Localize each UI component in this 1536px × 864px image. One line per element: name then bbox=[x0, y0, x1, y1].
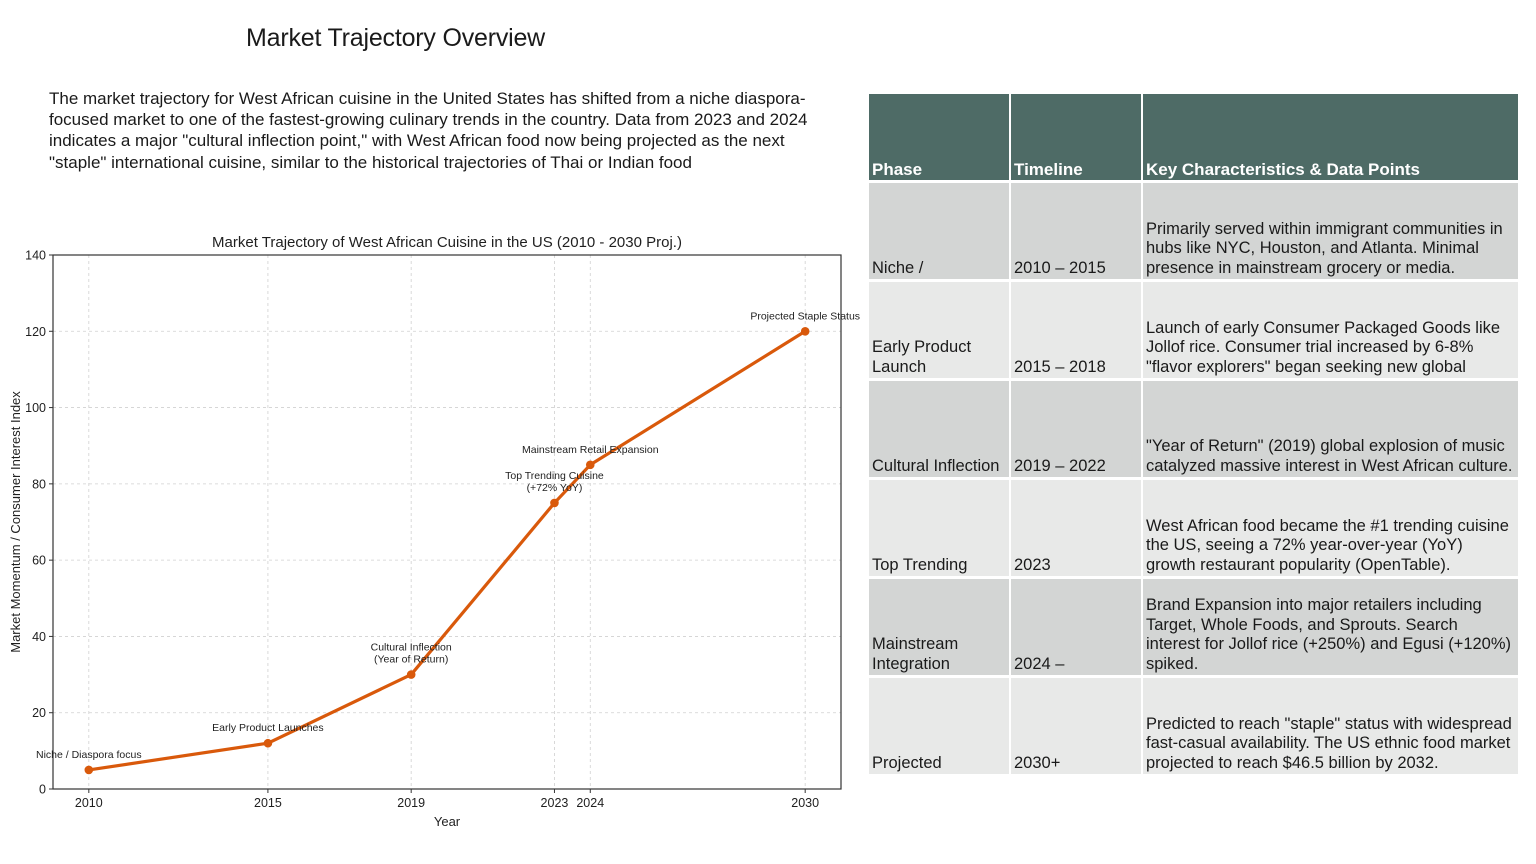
x-axis-label: Year bbox=[434, 814, 461, 829]
annotation-label: (+72% YoY) bbox=[527, 482, 583, 494]
cell-timeline: 2015 – 2018 bbox=[1011, 282, 1143, 381]
cell-phase: Cultural Inflection bbox=[869, 381, 1011, 480]
annotation-label: Early Product Launches bbox=[212, 722, 323, 734]
cell-details: Predicted to reach "staple" status with … bbox=[1143, 678, 1518, 777]
cell-phase: Early Product Launch bbox=[869, 282, 1011, 381]
header-phase: Phase bbox=[869, 94, 1011, 183]
page-title: Market Trajectory Overview bbox=[246, 24, 546, 52]
x-tick-label: 2019 bbox=[397, 796, 425, 810]
annotation-label: Mainstream Retail Expansion bbox=[522, 444, 659, 456]
y-tick-label: 0 bbox=[39, 783, 46, 797]
cell-details: Brand Expansion into major retailers inc… bbox=[1143, 579, 1518, 678]
cell-timeline: 2030+ bbox=[1011, 678, 1143, 777]
plot-frame bbox=[52, 254, 842, 790]
y-tick-label: 120 bbox=[25, 325, 46, 339]
x-tick-label: 2010 bbox=[75, 796, 103, 810]
y-tick-label: 40 bbox=[32, 630, 46, 644]
cell-phase: Projected bbox=[869, 678, 1011, 777]
x-tick-label: 2023 bbox=[541, 796, 569, 810]
table-row: Niche / 2010 – 2015 Primarily served wit… bbox=[869, 183, 1518, 282]
cell-phase: Mainstream Integration bbox=[869, 579, 1011, 678]
y-tick-label: 100 bbox=[25, 401, 46, 415]
header-timeline: Timeline bbox=[1011, 94, 1143, 183]
trajectory-line-chart: Market Trajectory of West African Cuisin… bbox=[8, 234, 860, 829]
chart-grid bbox=[53, 254, 841, 790]
table-row: Projected 2030+ Predicted to reach "stap… bbox=[869, 678, 1518, 777]
x-tick-label: 2015 bbox=[254, 796, 282, 810]
y-axis-ticks: 0 20 40 60 80 100 120 140 bbox=[25, 249, 53, 797]
annotation-label: Top Trending Cuisine bbox=[505, 470, 604, 482]
y-tick-label: 60 bbox=[32, 554, 46, 568]
y-tick-label: 80 bbox=[32, 477, 46, 491]
cell-phase: Niche / bbox=[869, 183, 1011, 282]
data-point bbox=[406, 670, 416, 679]
y-axis-label: Market Momentum / Consumer Interest Inde… bbox=[8, 391, 23, 653]
annotation-label: Niche / Diaspora focus bbox=[36, 749, 142, 761]
x-tick-label: 2024 bbox=[576, 796, 604, 810]
cell-timeline: 2019 – 2022 bbox=[1011, 381, 1143, 480]
cell-timeline: 2024 – bbox=[1011, 579, 1143, 678]
cell-details: West African food became the #1 trending… bbox=[1143, 480, 1518, 579]
data-point bbox=[263, 738, 273, 748]
market-phases-table: Phase Timeline Key Characteristics & Dat… bbox=[869, 94, 1518, 777]
table-row: Cultural Inflection 2019 – 2022 "Year of… bbox=[869, 381, 1518, 480]
x-tick-label: 2030 bbox=[791, 796, 819, 810]
header-key-characteristics: Key Characteristics & Data Points bbox=[1143, 94, 1518, 183]
chart-title: Market Trajectory of West African Cuisin… bbox=[212, 234, 682, 251]
data-point bbox=[585, 460, 595, 470]
x-axis-ticks: 2010 2015 2019 2023 2024 2030 bbox=[75, 789, 819, 810]
data-point bbox=[84, 765, 94, 775]
table-header-row: Phase Timeline Key Characteristics & Dat… bbox=[869, 94, 1518, 183]
chart-series bbox=[84, 326, 810, 775]
table-row: Top Trending 2023 West African food beca… bbox=[869, 480, 1518, 579]
annotation-label: Projected Staple Status bbox=[750, 310, 860, 322]
data-point bbox=[550, 498, 559, 508]
annotation-label: Cultural Inflection bbox=[371, 642, 452, 654]
cell-timeline: 2010 – 2015 bbox=[1011, 183, 1143, 282]
intro-paragraph: The market trajectory for West African c… bbox=[49, 89, 808, 172]
annotation-label: (Year of Return) bbox=[374, 654, 448, 666]
y-tick-label: 20 bbox=[32, 706, 46, 720]
table-row: Early Product Launch 2015 – 2018 Launch … bbox=[869, 282, 1518, 381]
cell-phase: Top Trending bbox=[869, 480, 1011, 579]
cell-details: Launch of early Consumer Packaged Goods … bbox=[1143, 282, 1518, 381]
cell-timeline: 2023 bbox=[1011, 480, 1143, 579]
cell-details: Primarily served within immigrant commun… bbox=[1143, 183, 1518, 282]
data-point bbox=[800, 326, 810, 336]
table-row: Mainstream Integration 2024 – Brand Expa… bbox=[869, 579, 1518, 678]
chart-annotations: Niche / Diaspora focus Early Product Laun… bbox=[36, 310, 860, 761]
series-line bbox=[87, 329, 807, 772]
chart-axes bbox=[52, 254, 842, 790]
cell-details: "Year of Return" (2019) global explosion… bbox=[1143, 381, 1518, 480]
y-tick-label: 140 bbox=[25, 249, 46, 263]
